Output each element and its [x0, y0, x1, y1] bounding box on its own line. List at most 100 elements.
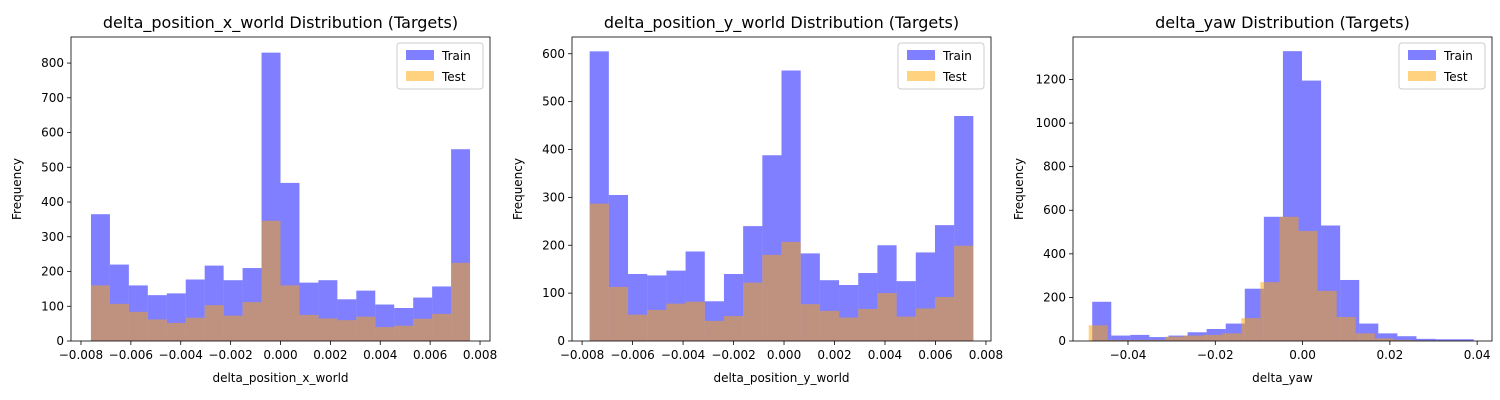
bar-train-4: [1149, 337, 1169, 341]
bar-test-5: [166, 322, 186, 341]
x-tick-label: 0.008: [969, 348, 1003, 362]
bar-test-20: [451, 262, 471, 341]
bar-test-16: [375, 327, 395, 341]
chart-title: delta_position_x_world Distribution (Tar…: [103, 13, 458, 33]
y-tick-label: 200: [1043, 290, 1066, 304]
x-axis-label: delta_position_x_world: [212, 371, 348, 385]
bar-test-7: [204, 305, 224, 341]
bar-test-6: [685, 301, 705, 341]
chart-panel-1: −0.008 −0.006 −0.004 −0.002 0.000 0.002 0.004 0…: [10, 13, 497, 385]
legend: Train Test: [1398, 42, 1486, 90]
axes-frame: [1072, 36, 1493, 342]
bar-test-17: [1393, 339, 1413, 341]
x-tick-label: 0.000: [767, 348, 801, 362]
bar-test-6: [1184, 335, 1204, 341]
y-tick-label: 300: [41, 230, 64, 244]
y-tick-label: 100: [41, 299, 64, 313]
x-tick-label: −0.002: [208, 348, 252, 362]
x-tick-label: −0.006: [610, 348, 654, 362]
y-tick-label: 400: [1043, 247, 1066, 261]
bar-test-14: [1336, 317, 1356, 341]
x-tick-label: −0.004: [159, 348, 203, 362]
x-tick-label: −0.02: [1197, 348, 1234, 362]
bar-train-2: [1111, 335, 1131, 341]
chart-panel-3: −0.04 −0.02 0.00 0.02 0.04 0 200 400 600 800 1000 1…: [1012, 13, 1493, 385]
y-tick-label: 800: [1043, 160, 1066, 174]
bar-test-4: [147, 319, 167, 341]
bar-test-12: [299, 314, 319, 341]
legend-label-train: Train: [1443, 49, 1473, 63]
x-tick-label: 0.00: [1289, 348, 1316, 362]
bar-test-15: [356, 316, 376, 341]
x-tick-label: 0.008: [463, 348, 497, 362]
bar-test-12: [800, 304, 820, 341]
bar-train-17: [1397, 336, 1417, 341]
series-test: [90, 220, 471, 341]
x-tick-label: 0.02: [1377, 348, 1404, 362]
x-tick-label: 0.004: [363, 348, 397, 362]
bar-test-7: [1203, 334, 1223, 341]
y-tick-label: 1000: [1035, 116, 1066, 130]
bar-test-11: [280, 285, 300, 341]
chart-title: delta_yaw Distribution (Targets): [1155, 13, 1410, 33]
bar-test-18: [915, 308, 935, 341]
x-axis-label: delta_position_y_world: [713, 371, 849, 385]
legend-label-train: Train: [942, 49, 972, 63]
legend-swatch-test: [406, 71, 434, 81]
bar-test-3: [628, 314, 648, 341]
legend-swatch-train: [406, 50, 434, 60]
bar-test-8: [723, 316, 744, 341]
bar-test-3: [1126, 339, 1146, 341]
bar-test-14: [337, 320, 357, 341]
y-tick-label: 1200: [1035, 72, 1066, 86]
legend-label-test: Test: [1443, 70, 1468, 84]
series-test: [1088, 216, 1471, 341]
x-tick-label: −0.008: [59, 348, 103, 362]
x-tick-label: 0.004: [868, 348, 902, 362]
bar-test-11: [781, 241, 801, 341]
y-tick-label: 400: [41, 195, 64, 209]
legend: Train Test: [396, 42, 484, 90]
bar-test-15: [1355, 333, 1375, 341]
bar-test-5: [666, 303, 686, 341]
y-tick-label: 300: [542, 190, 565, 204]
bar-test-20: [954, 245, 974, 341]
x-tick-label: 0.002: [817, 348, 851, 362]
bar-test-1: [1088, 325, 1108, 341]
x-tick-label: −0.008: [560, 348, 604, 362]
bar-test-9: [743, 282, 763, 341]
legend-label-test: Test: [441, 70, 466, 84]
x-tick-label: −0.004: [661, 348, 705, 362]
y-tick-label: 500: [41, 160, 64, 174]
bar-test-7: [704, 320, 724, 341]
bar-test-9: [242, 302, 262, 341]
y-axis-label: Frequency: [1012, 158, 1026, 220]
bar-test-5: [1165, 336, 1185, 341]
bar-train-20: [1454, 339, 1474, 341]
y-tick-label: 600: [542, 47, 565, 61]
bar-test-3: [128, 311, 148, 341]
y-axis-label: Frequency: [10, 158, 24, 220]
bar-test-4: [1145, 339, 1166, 341]
x-tick-label: −0.006: [109, 348, 153, 362]
x-tick-label: 0.04: [1464, 348, 1491, 362]
bar-test-16: [1374, 338, 1394, 341]
y-axis-label: Frequency: [511, 158, 525, 220]
x-tick-label: 0.006: [413, 348, 447, 362]
x-tick-label: 0.002: [313, 348, 347, 362]
legend-label-test: Test: [942, 70, 967, 84]
bar-test-19: [432, 313, 452, 341]
y-tick-label: 500: [542, 95, 565, 109]
legend-swatch-train: [1408, 50, 1436, 60]
bar-test-14: [839, 317, 859, 341]
bar-test-18: [413, 318, 433, 341]
bar-test-8: [223, 315, 243, 341]
x-tick-label: 0.000: [263, 348, 297, 362]
bar-test-9: [1241, 318, 1261, 341]
bar-test-6: [185, 317, 205, 341]
bar-test-13: [318, 318, 338, 341]
bar-test-10: [762, 254, 782, 341]
axes-frame: [571, 36, 992, 342]
bar-test-8: [1222, 333, 1242, 341]
y-tick-label: 0: [557, 334, 565, 348]
